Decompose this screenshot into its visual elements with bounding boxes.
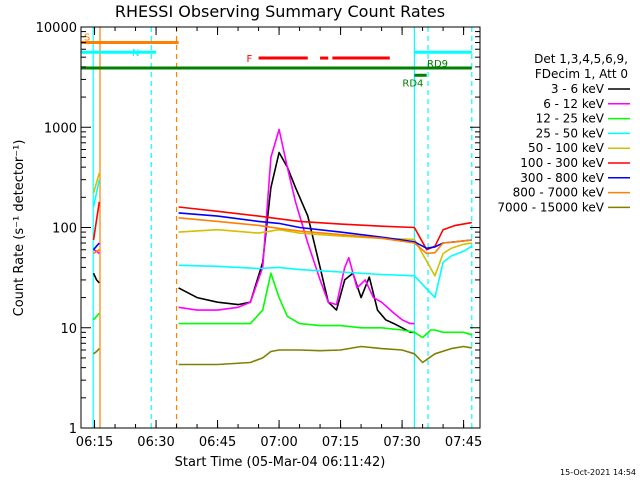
series-line-50-100-kev-part-1 xyxy=(92,172,101,194)
y-tick-label-10000: 10000 xyxy=(36,21,77,36)
series-line-800-7000-kev-part-1 xyxy=(93,249,100,255)
series-line-12-25-kev-part-2 xyxy=(178,272,473,339)
series-line-12-25-kev-part-1 xyxy=(92,312,100,321)
y-tick-label-1: 1 xyxy=(69,422,77,437)
series-line-25-50-kev-part-1 xyxy=(92,179,101,208)
legend-label-100-300-kev: 100 - 300 keV xyxy=(520,156,604,170)
x-tick-label-07-15: 07:15 xyxy=(322,435,359,450)
observing-flags: S N F RD4 RD9 xyxy=(81,33,472,89)
legend-label-3-6-kev: 3 - 6 keV xyxy=(551,82,605,96)
x-axis: 06:15 06:30 06:45 07:00 07:15 07:30 07:45 xyxy=(76,27,482,450)
flag-label-rd4: RD4 xyxy=(402,78,423,89)
x-tick-label-07-00: 07:00 xyxy=(260,435,297,450)
flag-label-rd9: RD9 xyxy=(427,59,448,70)
x-tick-label-07-30: 07:30 xyxy=(383,435,420,450)
series-lines xyxy=(92,128,473,366)
x-tick-label-06-30: 06:30 xyxy=(137,435,174,450)
series-line-100-300-kev-part-1 xyxy=(92,201,101,241)
x-tick-label-06-45: 06:45 xyxy=(199,435,236,450)
series-line-300-800-kev-part-1 xyxy=(92,242,100,251)
vertical-markers xyxy=(92,27,473,428)
legend-header-line-1: Det 1,3,4,5,6,9, xyxy=(534,52,628,66)
legend: Det 1,3,4,5,6,9, FDecim 1, Att 0 3 - 6 k… xyxy=(497,52,630,214)
legend-label-800-7000-kev: 800 - 7000 keV xyxy=(513,186,605,200)
generated-timestamp: 15-Oct-2021 14:54 xyxy=(560,468,636,477)
y-axis: 1 10 100 1000 10000 xyxy=(36,21,480,437)
series-line-7000-15000-kev-part-1 xyxy=(93,348,100,355)
legend-label-7000-15000-kev: 7000 - 15000 keV xyxy=(497,200,604,214)
series-line-100-300-kev-part-2 xyxy=(178,206,472,251)
flag-label-n: N xyxy=(132,48,139,59)
chart-title: RHESSI Observing Summary Count Rates xyxy=(115,2,445,21)
y-tick-label-1000: 1000 xyxy=(44,121,77,136)
series-line-25-50-kev-part-2 xyxy=(178,245,473,299)
series-line-3-6-kev-part-1 xyxy=(92,272,100,284)
flag-label-f: F xyxy=(247,54,253,65)
series-line-6-12-kev-part-2 xyxy=(178,128,415,325)
legend-label-50-100-kev: 50 - 100 keV xyxy=(528,141,605,155)
legend-label-6-12-kev: 6 - 12 keV xyxy=(543,97,605,111)
flag-label-s: S xyxy=(84,33,90,44)
y-tick-label-100: 100 xyxy=(52,222,77,237)
y-tick-label-10: 10 xyxy=(60,322,77,337)
legend-header-line-2: FDecim 1, Att 0 xyxy=(535,67,628,81)
series-line-7000-15000-kev-part-2 xyxy=(178,345,472,366)
legend-label-12-25-kev: 12 - 25 keV xyxy=(536,112,605,126)
y-axis-label: Count Rate (s⁻¹ detector⁻¹) xyxy=(12,140,27,317)
legend-label-300-800-kev: 300 - 800 keV xyxy=(520,171,604,185)
x-tick-label-06-15: 06:15 xyxy=(76,435,113,450)
x-tick-label-07-45: 07:45 xyxy=(445,435,482,450)
legend-label-25-50-kev: 25 - 50 keV xyxy=(536,126,605,140)
x-axis-label: Start Time (05-Mar-04 06:11:42) xyxy=(175,455,386,470)
series-line-800-7000-kev-part-2 xyxy=(178,217,472,255)
